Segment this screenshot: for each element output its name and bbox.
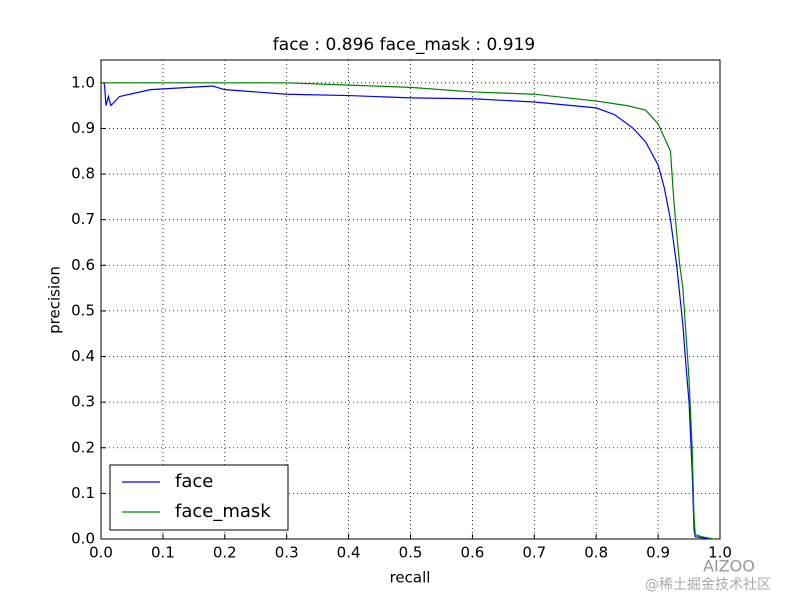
x-tick-label: 0.8 — [584, 544, 608, 562]
line-series — [101, 82, 714, 540]
x-tick-label: 1.0 — [708, 544, 732, 562]
y-tick-label: 0.9 — [71, 119, 95, 137]
y-tick-label: 0.3 — [71, 393, 95, 411]
y-tick-label: 0.7 — [71, 210, 95, 228]
x-tick-label: 0.3 — [275, 544, 299, 562]
y-tick-label: 0.6 — [71, 256, 95, 274]
x-tick-label: 0.5 — [399, 544, 423, 562]
x-tick-label: 0.4 — [337, 544, 361, 562]
legend-box — [109, 464, 289, 531]
x-tick-label: 0.9 — [646, 544, 670, 562]
y-tick-label: 0.0 — [71, 530, 95, 548]
y-axis-label: precision — [46, 266, 64, 334]
y-tick-label: 1.0 — [71, 73, 95, 91]
x-tick-label: 0.7 — [522, 544, 546, 562]
y-tick-label: 0.5 — [71, 301, 95, 319]
line-series — [103, 82, 711, 540]
x-tick-label: 0.2 — [213, 544, 237, 562]
plot-frame — [100, 59, 721, 540]
x-tick-label: 0.1 — [151, 544, 175, 562]
y-tick-label: 0.1 — [71, 484, 95, 502]
x-tick-label: 0.6 — [460, 544, 484, 562]
watermark: AIZOO — [703, 557, 755, 576]
y-tick-label: 0.8 — [71, 165, 95, 183]
y-tick-label: 0.2 — [71, 438, 95, 456]
watermark: @稀土掘金技术社区 — [645, 577, 771, 593]
legend-label: face — [175, 471, 213, 492]
x-axis-label: recall — [390, 569, 431, 587]
y-tick-label: 0.4 — [71, 347, 95, 365]
legend-label: face_mask — [175, 501, 271, 522]
chart-title: face : 0.896 face_mask : 0.919 — [273, 35, 535, 55]
x-tick-label: 0.0 — [89, 544, 113, 562]
